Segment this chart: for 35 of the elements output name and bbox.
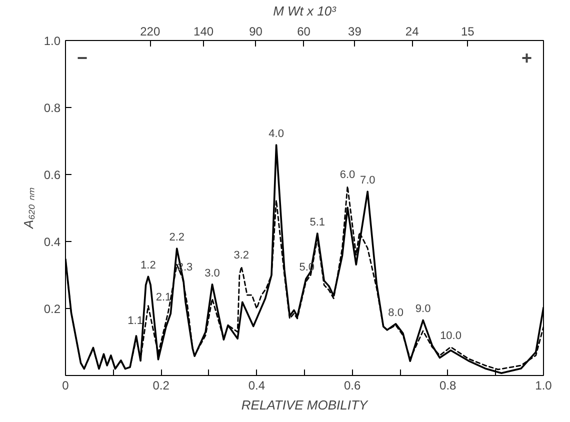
x-tick-label: 0.8	[440, 378, 457, 392]
annotation: 3.2	[234, 250, 250, 262]
annotation: 2.2	[169, 232, 185, 244]
x2-tick-label: 90	[249, 24, 263, 38]
x-tick-label: 0	[62, 378, 70, 392]
x2-tick-label: 220	[140, 24, 160, 38]
y-tick-label: 1.0	[44, 34, 61, 48]
x2-axis-title: M Wt x 10³	[273, 4, 337, 18]
x2-tick-label: 15	[461, 24, 475, 38]
annotation: 7.0	[360, 174, 376, 187]
annotation: −	[76, 48, 88, 68]
annotation: +	[522, 48, 532, 68]
annotation: 3.0	[204, 267, 220, 280]
annotation: 6.0	[340, 169, 356, 182]
x2-tick-label: 140	[194, 24, 214, 38]
y-tick-label: 0.4	[44, 235, 61, 249]
annotation: 4.0	[268, 128, 284, 140]
x-tick-label: 0.4	[248, 378, 266, 392]
x-tick-label: 0.6	[344, 378, 361, 392]
x-tick-label: 1.0	[535, 378, 552, 392]
annotation: 8.0	[388, 306, 404, 319]
x-tick-label: 0.2	[152, 378, 170, 392]
y-tick-label: 0.2	[44, 302, 61, 316]
x2-tick-label: 39	[348, 24, 362, 38]
annotation: 1.2	[140, 260, 156, 272]
y-axis-title: A₆₂₀ ₙₘ	[20, 188, 36, 230]
y-tick-label: 0.6	[44, 168, 61, 182]
x2-tick-label: 24	[405, 24, 420, 38]
annotation: 9.0	[415, 303, 431, 316]
annotation: 10.0	[440, 330, 462, 342]
x2-tick-label: 60	[297, 24, 311, 38]
annotation: 1.1	[128, 314, 143, 327]
annotation: 5.1	[310, 216, 326, 228]
y-tick-label: 0.8	[44, 101, 61, 115]
x-axis-title: RELATIVE MOBILITY	[241, 398, 369, 412]
